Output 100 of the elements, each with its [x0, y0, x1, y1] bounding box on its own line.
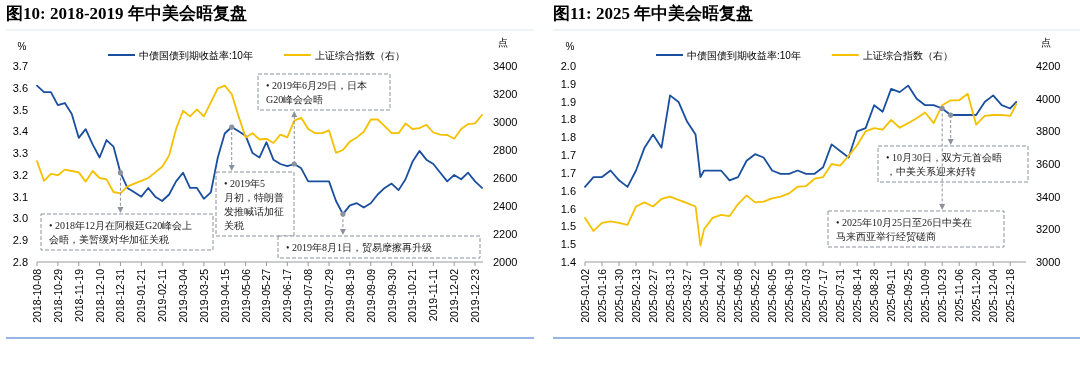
- x-tick-label: 2025-09-11: [885, 268, 898, 322]
- y-tick-label: 1.4: [560, 256, 576, 268]
- y-tick-label: 3.5: [12, 103, 28, 116]
- y-tick-label: 3.7: [12, 60, 28, 72]
- y-tick-label: 3.0: [12, 212, 28, 225]
- y-axis-title: %: [565, 41, 575, 52]
- legend-label: 上证综合指数（右）: [862, 49, 953, 61]
- y2-tick-label: 4000: [1036, 92, 1061, 105]
- y-tick-label: 1.8: [560, 113, 576, 126]
- x-tick-label: 2019-08-19: [343, 268, 356, 323]
- y-tick-label: 2.8: [12, 256, 28, 268]
- x-tick-label: 2025-11-06: [953, 268, 966, 322]
- legend-label: 中债国债到期收益率:10年: [687, 49, 801, 61]
- x-tick-label: 2019-04-15: [218, 268, 231, 323]
- y-tick-label: 1.6: [560, 184, 576, 197]
- x-tick-label: 2019-07-08: [302, 268, 315, 323]
- x-tick-label: 2019-09-30: [385, 268, 398, 323]
- x-tick-label: 2025-04-10: [698, 268, 711, 323]
- annotation: • 10月30日，双方元首会晤，中美关系迎来好转: [886, 152, 1003, 177]
- x-tick-label: 2019-10-21: [406, 268, 419, 323]
- y-tick-label: 2.0: [560, 60, 576, 72]
- x-tick-label: 2019-03-25: [197, 268, 210, 323]
- y2-tick-label: 3200: [493, 88, 518, 100]
- x-tick-label: 2018-12-31: [114, 268, 127, 323]
- y2-tick-label: 3000: [493, 116, 518, 128]
- y2-tick-label: 3800: [1036, 125, 1061, 138]
- x-tick-label: 2025-02-13: [630, 268, 643, 323]
- y-tick-label: 1.5: [560, 238, 576, 251]
- x-tick-label: 2019-03-04: [177, 268, 190, 323]
- x-tick-label: 2025-03-27: [681, 268, 694, 323]
- x-tick-label: 2025-07-31: [834, 268, 847, 323]
- x-tick-label: 2019-06-17: [281, 268, 294, 323]
- x-tick-label: 2018-10-29: [51, 268, 64, 323]
- x-tick-label: 2025-08-14: [851, 268, 864, 323]
- x-tick-label: 2025-10-09: [919, 268, 932, 323]
- x-tick-label: 2019-07-29: [323, 268, 336, 323]
- x-tick-label: 2019-05-27: [260, 268, 273, 323]
- x-tick-label: 2025-05-08: [732, 268, 745, 323]
- x-tick-label: 2025-01-30: [613, 268, 626, 323]
- y2-tick-label: 2800: [493, 144, 518, 156]
- y2-tick-label: 2200: [493, 228, 518, 240]
- y2-axis-title: 点: [1041, 37, 1051, 48]
- x-tick-label: 2025-01-16: [596, 268, 609, 323]
- x-tick-label: 2019-12-23: [469, 268, 482, 323]
- y-tick-label: 3.3: [12, 147, 28, 160]
- x-tick-label: 2025-12-18: [1004, 268, 1017, 323]
- y2-tick-label: 3600: [1036, 158, 1061, 170]
- line-series: [584, 84, 1018, 188]
- annotation: • 2025年10月25日至26日中美在马来西亚举行经贸磋商: [836, 217, 973, 242]
- legend-label: 中债国债到期收益率:10年: [139, 49, 253, 61]
- line-series: [584, 92, 1018, 247]
- annotation: • 2018年12月在阿根廷G20峰会上会晤，美暂缓对华加征关税: [49, 220, 193, 245]
- y2-axis-title: 点: [498, 37, 508, 48]
- x-tick-label: 2025-12-04: [987, 268, 1000, 323]
- y2-tick-label: 3400: [1036, 190, 1061, 203]
- y-tick-label: 1.9: [560, 77, 576, 90]
- x-tick-label: 2019-09-09: [364, 268, 377, 323]
- x-tick-label: 2019-05-06: [239, 268, 252, 323]
- x-tick-label: 2025-03-13: [664, 268, 677, 323]
- x-tick-label: 2025-07-17: [817, 268, 830, 323]
- y-tick-label: 3.2: [12, 168, 28, 181]
- y-tick-label: 2.9: [12, 234, 28, 247]
- y-tick-label: 1.6: [560, 202, 576, 215]
- x-tick-label: 2025-04-24: [715, 268, 728, 323]
- y-axis-title: %: [17, 41, 27, 52]
- x-tick-label: 2025-06-19: [783, 268, 796, 323]
- annotation: • 2019年8月1日，贸易摩擦再升级: [286, 242, 433, 253]
- annotation: • 2019年6月29日，日本G20峰会会晤: [266, 80, 368, 105]
- y-tick-label: 3.1: [12, 190, 28, 203]
- x-tick-label: 2019-01-21: [135, 268, 148, 323]
- y2-tick-label: 2400: [493, 200, 518, 212]
- x-tick-label: 2025-11-20: [970, 268, 983, 322]
- y-tick-label: 1.9: [560, 95, 576, 108]
- x-tick-label: 2018-12-10: [93, 268, 106, 323]
- y-tick-label: 3.6: [12, 81, 28, 94]
- x-tick-label: 2025-01-02: [579, 268, 591, 323]
- x-tick-label: 2018-10-08: [31, 268, 43, 323]
- y2-tick-label: 4200: [1036, 60, 1061, 72]
- y-tick-label: 1.5: [560, 220, 576, 233]
- x-tick-label: 2019-02-11: [156, 268, 169, 322]
- x-tick-label: 2025-02-27: [647, 268, 660, 323]
- x-tick-label: 2018-11-19: [72, 268, 85, 322]
- y-tick-label: 1.7: [560, 149, 576, 162]
- annotation: • 2019年5月初，特朗普发推喊话加征关税: [224, 178, 284, 231]
- x-tick-label: 2019-11-11: [427, 268, 440, 322]
- y-tick-label: 1.8: [560, 131, 576, 144]
- x-tick-label: 2025-08-28: [868, 268, 881, 323]
- y2-tick-label: 2000: [493, 256, 518, 268]
- legend-label: 上证综合指数（右）: [314, 49, 405, 61]
- x-tick-label: 2025-09-25: [902, 268, 915, 323]
- y2-tick-label: 3400: [493, 60, 518, 72]
- chart-title: 图11: 2025 年中美会晤复盘: [553, 4, 754, 23]
- y2-tick-label: 3000: [1036, 256, 1061, 268]
- y2-tick-label: 3200: [1036, 223, 1061, 236]
- x-tick-label: 2025-07-03: [800, 268, 813, 323]
- y2-tick-label: 2600: [493, 172, 518, 184]
- x-tick-label: 2025-06-05: [766, 268, 779, 323]
- x-tick-label: 2025-05-22: [749, 268, 762, 323]
- y-tick-label: 3.4: [12, 125, 28, 138]
- x-tick-label: 2025-10-23: [936, 268, 949, 323]
